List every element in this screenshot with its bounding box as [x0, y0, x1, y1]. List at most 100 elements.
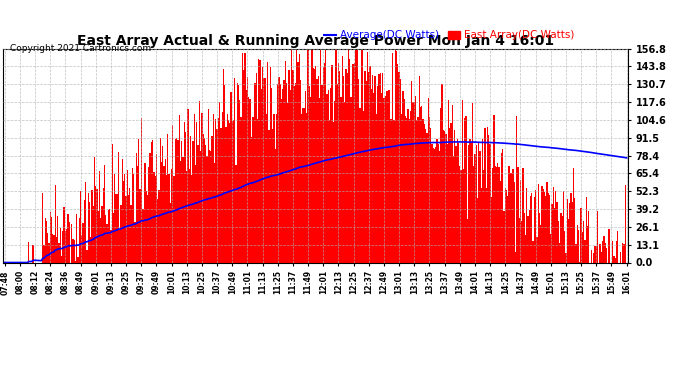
Bar [373, 93, 375, 262]
Bar [474, 154, 475, 262]
Bar [458, 143, 459, 262]
Bar [95, 186, 97, 262]
Bar [112, 213, 114, 262]
Bar [333, 122, 334, 262]
Bar [300, 80, 301, 262]
Bar [230, 92, 232, 262]
Bar [201, 113, 203, 262]
Bar [257, 119, 258, 262]
Bar [498, 167, 500, 262]
Bar [252, 117, 253, 262]
Bar [487, 127, 489, 262]
Bar [501, 153, 502, 262]
Bar [519, 218, 520, 262]
Bar [247, 77, 248, 262]
Bar [171, 169, 172, 262]
Bar [278, 77, 279, 262]
Bar [454, 130, 455, 262]
Bar [600, 244, 601, 262]
Bar [213, 114, 214, 262]
Bar [139, 189, 141, 262]
Bar [47, 232, 48, 262]
Bar [79, 218, 80, 262]
Bar [446, 144, 448, 262]
Bar [466, 219, 468, 262]
Bar [209, 150, 210, 262]
Title: East Array Actual & Running Average Power Mon Jan 4 16:01: East Array Actual & Running Average Powe… [77, 34, 554, 48]
Bar [214, 163, 215, 262]
Bar [83, 200, 85, 262]
Text: Copyright 2021 Cartronics.com: Copyright 2021 Cartronics.com [10, 44, 152, 52]
Bar [415, 96, 416, 262]
Bar [228, 120, 229, 262]
Bar [560, 213, 562, 262]
Bar [110, 230, 112, 262]
Bar [120, 205, 121, 262]
Bar [473, 166, 474, 262]
Bar [219, 102, 220, 262]
Bar [362, 49, 363, 262]
Bar [566, 200, 568, 262]
Bar [346, 73, 348, 262]
Bar [460, 170, 462, 262]
Bar [71, 224, 72, 262]
Bar [401, 114, 402, 262]
Bar [520, 180, 521, 262]
Bar [262, 68, 263, 262]
Bar [51, 217, 52, 262]
Bar [65, 231, 66, 262]
Bar [420, 108, 421, 262]
Bar [462, 100, 463, 262]
Bar [457, 140, 458, 262]
Bar [276, 114, 277, 262]
Bar [66, 230, 68, 262]
Bar [170, 202, 171, 262]
Bar [368, 72, 369, 262]
Bar [430, 128, 431, 262]
Bar [185, 132, 186, 262]
Bar [291, 49, 293, 262]
Bar [369, 66, 371, 262]
Bar [483, 170, 484, 262]
Bar [48, 243, 50, 262]
Bar [220, 128, 221, 262]
Bar [146, 191, 147, 262]
Bar [516, 116, 518, 262]
Bar [343, 76, 344, 262]
Bar [411, 81, 413, 262]
Bar [177, 140, 179, 262]
Bar [573, 168, 574, 262]
Bar [565, 253, 566, 262]
Bar [510, 173, 511, 262]
Bar [388, 90, 390, 262]
Bar [504, 188, 506, 262]
Bar [302, 108, 304, 262]
Bar [105, 216, 106, 262]
Bar [575, 244, 577, 262]
Bar [405, 116, 406, 262]
Bar [436, 139, 437, 262]
Bar [539, 213, 540, 262]
Bar [217, 129, 218, 262]
Bar [391, 119, 392, 262]
Bar [42, 194, 43, 262]
Bar [435, 147, 436, 262]
Bar [472, 103, 473, 262]
Bar [591, 250, 592, 262]
Bar [358, 79, 359, 262]
Bar [482, 140, 483, 262]
Bar [190, 136, 191, 262]
Bar [475, 146, 477, 262]
Bar [393, 120, 395, 262]
Bar [529, 210, 530, 262]
Bar [320, 50, 322, 262]
Bar [509, 166, 510, 262]
Bar [287, 103, 288, 262]
Bar [235, 165, 237, 262]
Bar [239, 100, 240, 262]
Bar [130, 205, 132, 262]
Bar [410, 111, 411, 262]
Bar [253, 117, 255, 262]
Bar [372, 75, 373, 262]
Bar [344, 102, 346, 262]
